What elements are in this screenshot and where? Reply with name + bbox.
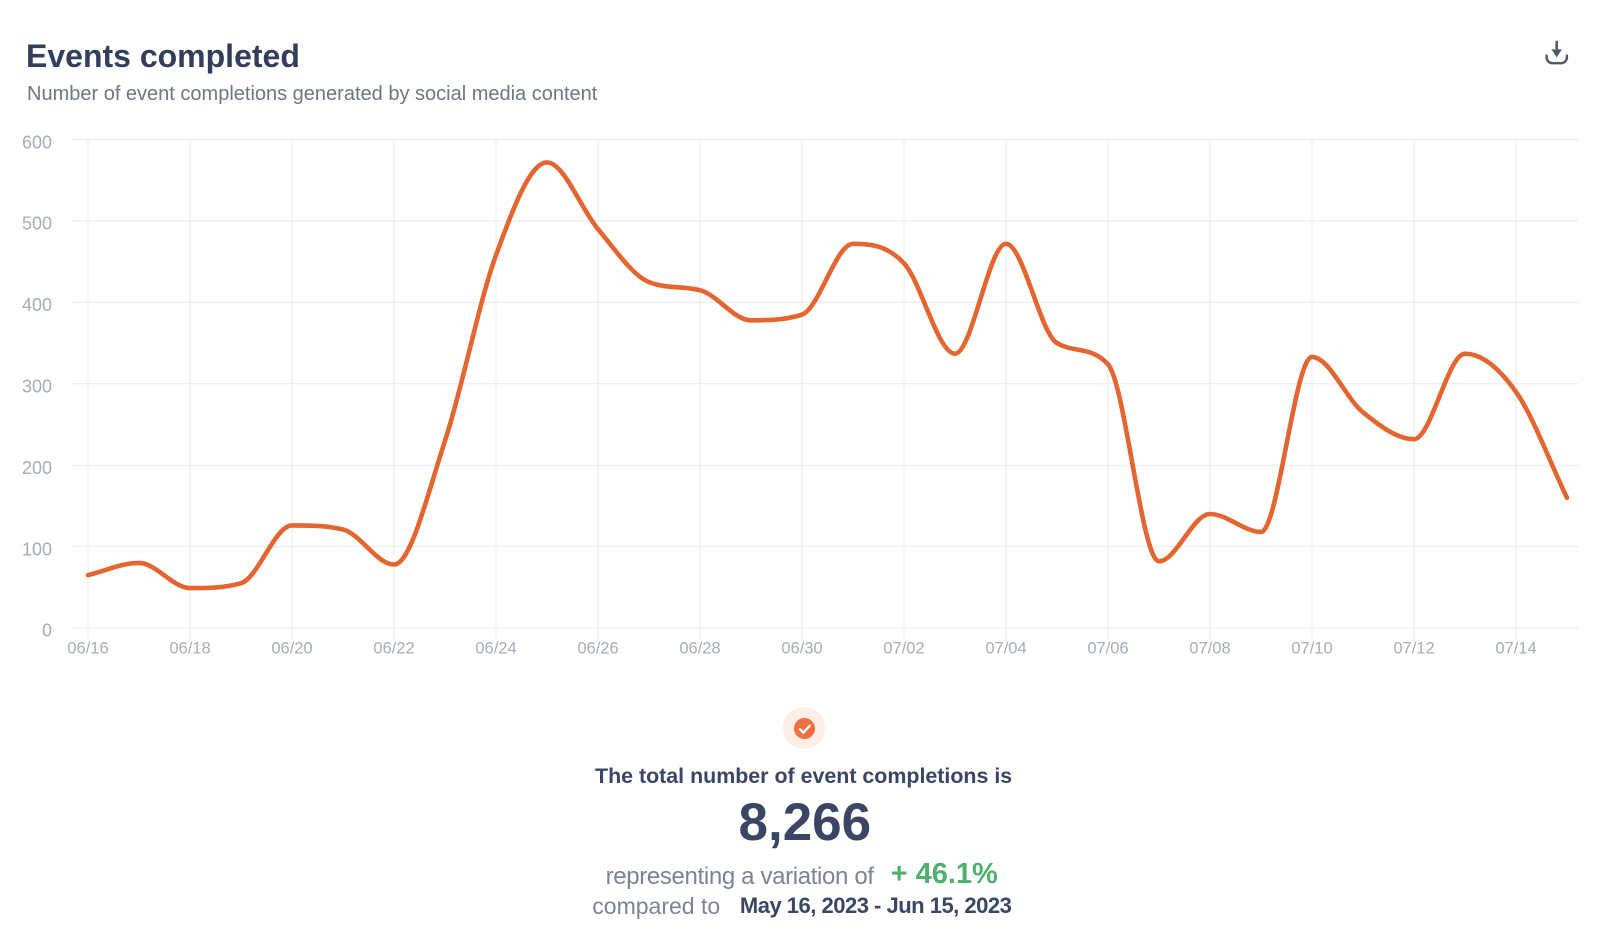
svg-text:07/12: 07/12 [1393, 640, 1434, 658]
svg-text:06/28: 06/28 [679, 640, 720, 658]
svg-text:06/16: 06/16 [67, 640, 108, 658]
svg-text:06/20: 06/20 [271, 640, 312, 658]
svg-text:07/10: 07/10 [1291, 640, 1332, 658]
svg-text:07/14: 07/14 [1495, 640, 1536, 658]
svg-text:200: 200 [22, 458, 52, 478]
svg-text:06/18: 06/18 [169, 640, 210, 658]
svg-text:06/22: 06/22 [373, 640, 414, 658]
svg-text:0: 0 [42, 621, 52, 641]
svg-text:300: 300 [22, 377, 52, 397]
svg-text:07/02: 07/02 [883, 640, 924, 658]
svg-text:07/08: 07/08 [1189, 640, 1230, 658]
svg-text:07/06: 07/06 [1087, 640, 1128, 658]
svg-text:600: 600 [22, 132, 52, 152]
svg-text:07/04: 07/04 [985, 640, 1026, 658]
svg-text:500: 500 [22, 214, 52, 234]
svg-text:100: 100 [22, 539, 52, 559]
svg-text:06/24: 06/24 [475, 640, 516, 658]
svg-text:06/26: 06/26 [577, 640, 618, 658]
svg-text:400: 400 [22, 295, 52, 315]
svg-text:06/30: 06/30 [781, 640, 822, 658]
